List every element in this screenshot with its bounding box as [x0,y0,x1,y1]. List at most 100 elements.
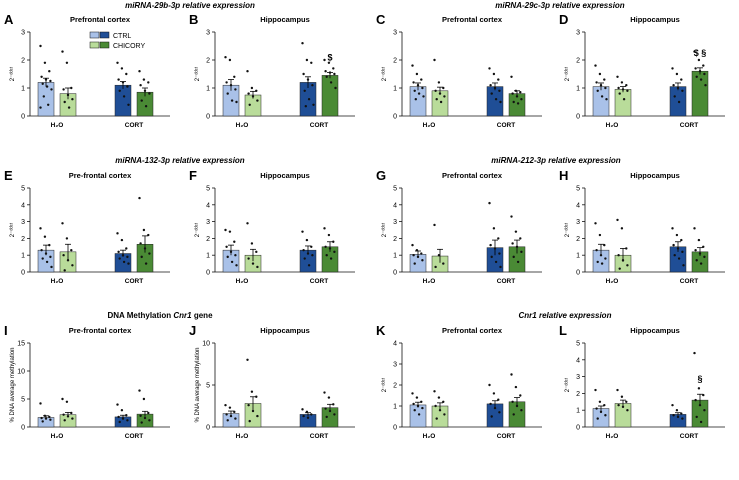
data-point-c [422,95,425,98]
data-point-c [413,89,416,93]
data-point-d [703,72,706,76]
data-point-h [673,254,676,257]
data-point-i [63,419,66,422]
data-point-h [698,252,702,255]
data-point-h [603,243,606,247]
data-point-h [617,254,620,257]
data-point-k [511,400,514,403]
data-point-l [671,403,674,407]
data-point-f [234,254,237,257]
data-point-k [417,413,421,416]
data-point-e [50,265,53,269]
data-point-b [324,70,327,73]
data-point-c [434,89,437,93]
y-tick-label-f: 3 [206,219,210,226]
data-point-f [307,264,311,267]
data-point-l [702,393,705,397]
y-tick-label-f: 2 [206,236,210,243]
data-point-i [143,416,147,420]
data-point-h [675,233,679,237]
data-point-c [415,72,419,76]
y-tick-label-l: 4 [576,357,580,364]
data-point-k [497,398,500,401]
data-point-b [255,89,258,93]
data-point-a [48,70,51,73]
data-point-l [695,415,698,419]
data-point-h [681,250,684,254]
data-point-a [39,44,42,48]
data-point-j [328,409,332,413]
data-point-b [233,75,236,79]
data-point-e [62,254,65,257]
x-tick-label-g: H₂O [423,278,436,285]
data-point-h [595,248,598,252]
data-point-b [310,61,313,64]
data-point-e [71,264,74,267]
data-point-f [255,250,258,254]
panel-i: I Pre-frontal cortex % DNA average methyla… [4,323,170,440]
data-point-h [594,222,597,225]
y-tick-label-l: 1 [576,408,580,415]
data-point-k [510,373,513,376]
panel-title-c: Prefrontal cortex [442,15,503,24]
data-point-a [116,61,119,64]
data-point-l [698,403,702,407]
data-point-j [251,409,255,413]
data-point-h [600,262,604,265]
data-point-a [127,103,130,107]
data-point-j [302,414,305,418]
data-point-b [226,92,229,95]
data-point-g [411,243,414,247]
y-tick-label-b: 2 [206,58,210,65]
data-point-g [412,254,415,257]
data-point-f [333,250,336,254]
data-point-f [328,247,332,250]
data-point-i [39,402,42,405]
data-point-a [44,78,48,81]
header-dna-methylation-gene: Cnr1 [173,311,192,320]
y-axis-label-b: 2⁻ᵈᵈᶜᵗ [194,66,201,81]
data-point-a [50,88,53,91]
data-point-a [144,105,148,108]
data-point-i [140,421,143,424]
data-point-h [695,259,698,262]
data-point-e [147,233,150,237]
data-point-i [117,415,120,419]
data-point-k [413,409,416,412]
data-point-d [599,84,603,87]
data-point-g [519,237,522,240]
data-point-f [306,252,310,255]
data-point-e [138,196,141,200]
data-point-f [329,257,333,260]
data-point-b [246,70,249,73]
x-tick-label-h: H₂O [606,278,619,285]
y-axis-label-j: % DNA average methylation [195,347,201,422]
data-point-j [233,410,236,414]
y-tick-label-e: 0 [21,270,25,277]
data-point-g [442,262,445,265]
data-point-h [621,259,625,262]
data-point-c [490,92,493,95]
data-point-b [228,58,232,62]
data-point-l [694,398,697,402]
data-point-h [616,218,619,222]
data-point-i [49,418,52,421]
data-point-e [144,262,148,265]
data-point-d [677,100,681,104]
y-tick-label-i: 5 [21,397,25,404]
data-point-j [332,403,335,406]
x-tick-label-f: H₂O [236,278,249,285]
data-point-a [139,84,142,87]
data-point-g [510,215,513,218]
data-point-e [43,235,47,238]
bar-a-ctrl-1 [114,84,132,117]
data-point-i [125,414,128,417]
data-point-k [519,394,522,397]
data-point-k [420,400,423,403]
data-point-f [332,240,335,243]
data-point-d [618,92,621,95]
data-point-e [140,255,143,259]
data-point-l [676,415,680,419]
data-point-e [143,247,147,250]
